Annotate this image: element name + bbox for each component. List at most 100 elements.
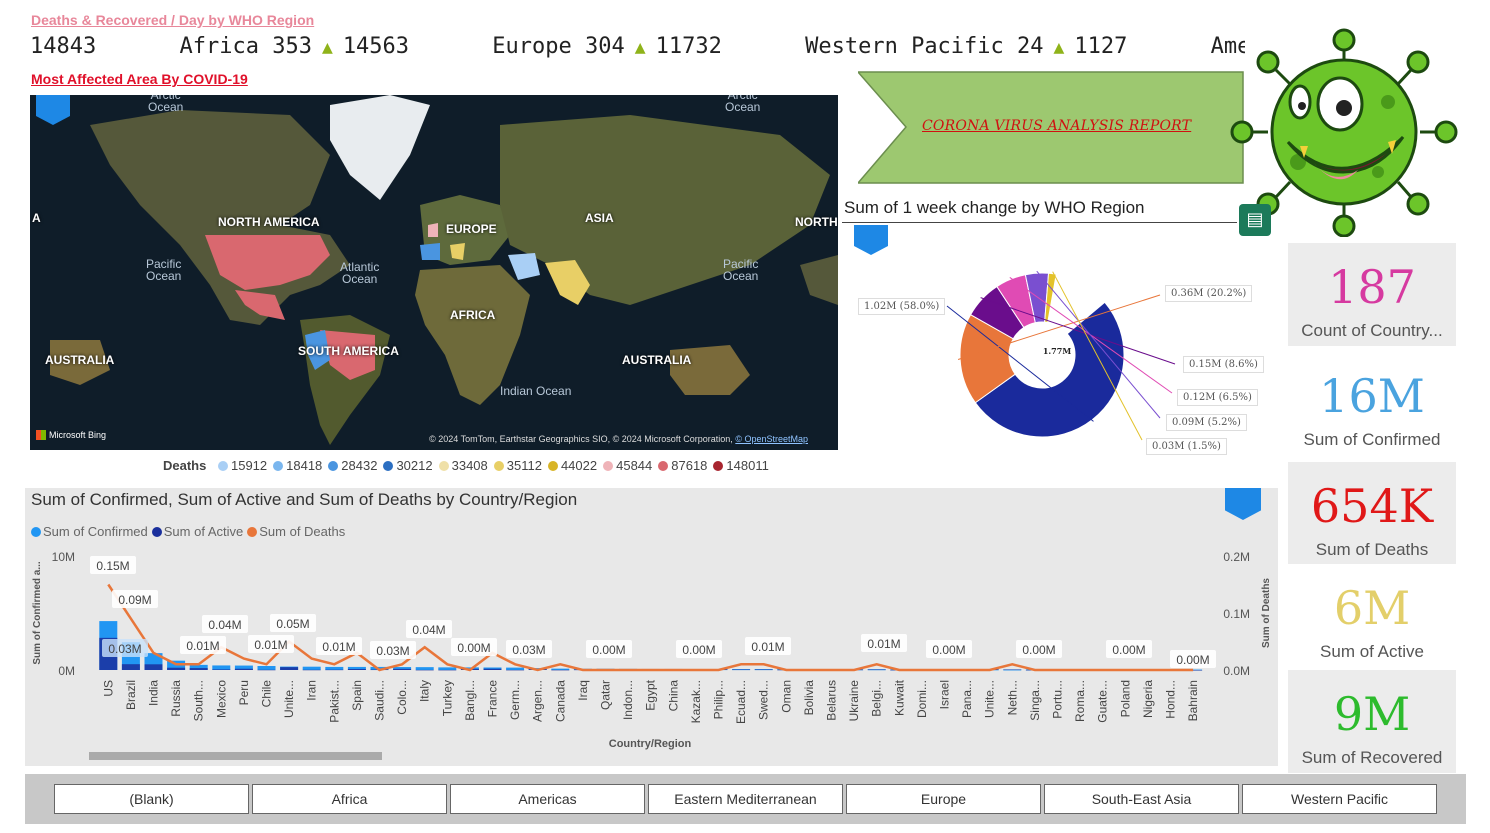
data-label: 0.00M — [932, 643, 965, 657]
legend-item[interactable]: 18418 — [273, 458, 322, 473]
x-tick-label: Turkey — [440, 680, 454, 716]
x-tick-label: Ecuad... — [734, 680, 748, 724]
combo-legend-item[interactable]: Sum of Deaths — [247, 524, 345, 539]
bar-active[interactable] — [167, 667, 186, 670]
bar-active[interactable] — [280, 667, 299, 670]
x-tick-label: Kuwait — [892, 679, 906, 716]
legend-item[interactable]: 45844 — [603, 458, 652, 473]
bar-active[interactable] — [212, 669, 231, 670]
data-label: 0.05M — [276, 617, 309, 631]
bar-active[interactable] — [302, 669, 321, 671]
data-label-box — [1016, 640, 1062, 658]
combo-legend-item[interactable]: Sum of Confirmed — [31, 524, 148, 539]
world-map[interactable]: NORTH AMERICA EUROPE ASIA AFRICA SOUTH A… — [30, 95, 838, 450]
bar-confirmed[interactable] — [551, 668, 570, 670]
donut-slice[interactable] — [1044, 272, 1057, 324]
bar-active[interactable] — [234, 668, 253, 670]
bar-confirmed[interactable] — [393, 667, 412, 670]
slicer-button-south-east-asia[interactable]: South-East Asia — [1044, 784, 1239, 814]
donut-data-label: 0.03M (1.5%) — [1146, 438, 1227, 455]
slicer-button-europe[interactable]: Europe — [846, 784, 1041, 814]
x-tick-label: Bahrain — [1186, 680, 1200, 721]
legend-swatch — [383, 461, 394, 471]
legend-swatch — [217, 461, 228, 471]
focus-mode-icon[interactable]: ▤ — [1239, 204, 1271, 236]
slicer-button-blank[interactable]: (Blank) — [54, 784, 249, 814]
bar-active[interactable] — [732, 669, 751, 671]
bar-active[interactable] — [506, 669, 525, 671]
data-label-box — [745, 637, 791, 655]
bar-active[interactable] — [144, 664, 163, 670]
data-label-box — [370, 641, 416, 659]
bar-active[interactable] — [867, 669, 886, 671]
legend-item[interactable]: 28432 — [328, 458, 377, 473]
data-label-box — [506, 640, 552, 658]
combo-legend-item[interactable]: Sum of Active — [151, 524, 243, 539]
legend-item[interactable]: 33408 — [438, 458, 488, 473]
openstreetmap-link[interactable]: © OpenStreetMap — [735, 434, 808, 444]
bar-confirmed[interactable] — [212, 665, 231, 670]
bar-confirmed[interactable] — [189, 664, 208, 670]
slicer-button-western-pacific[interactable]: Western Pacific — [1242, 784, 1437, 814]
bar-active[interactable] — [257, 669, 276, 671]
ticker-segment: 14843 — [30, 34, 97, 59]
x-tick-label: Colo... — [395, 680, 409, 715]
kpi-label: Sum of Active — [1320, 642, 1424, 661]
bar-active[interactable] — [121, 664, 140, 670]
bar-confirmed[interactable] — [257, 666, 276, 670]
legend-item[interactable]: 35112 — [493, 458, 542, 473]
bar-confirmed[interactable] — [234, 665, 253, 670]
kpi-card-confirmed: 16M Sum of Confirmed — [1288, 352, 1456, 455]
legend-item[interactable]: 30212 — [383, 458, 433, 473]
up-arrow-icon: ▲ — [1053, 37, 1065, 58]
bar-active[interactable] — [189, 668, 208, 670]
area-title[interactable]: Most Affected Area By COVID-19 — [31, 71, 248, 87]
bar-confirmed[interactable] — [483, 667, 502, 670]
bar-active[interactable] — [483, 668, 502, 670]
bar-confirmed[interactable] — [347, 666, 366, 670]
legend-item[interactable]: 44022 — [547, 458, 597, 473]
legend-item[interactable]: 87618 — [658, 458, 707, 473]
brazil-region — [320, 330, 375, 380]
bar-active[interactable] — [551, 669, 570, 671]
data-label: 0.01M — [186, 639, 219, 653]
slicer-button-africa[interactable]: Africa — [252, 784, 447, 814]
legend-swatch — [438, 461, 449, 471]
bar-active[interactable] — [415, 669, 434, 671]
horizontal-scrollbar[interactable] — [89, 752, 382, 760]
x-tick-label: Philip... — [712, 680, 726, 719]
x-tick-label: Canada — [553, 680, 567, 722]
bar-active[interactable] — [1003, 669, 1022, 671]
legend-label: 35112 — [506, 458, 542, 473]
bar-active[interactable] — [393, 668, 412, 670]
legend-item[interactable]: 15912 — [217, 458, 267, 473]
donut-slice[interactable] — [959, 313, 1016, 404]
x-tick-label: Spain — [350, 680, 364, 711]
bar-active[interactable] — [438, 669, 457, 671]
bar-active[interactable] — [347, 668, 366, 670]
slicer-button-americas[interactable]: Americas — [450, 784, 645, 814]
x-tick-label: Brazil — [124, 680, 138, 710]
continent-label: AUSTRALIA — [622, 353, 692, 367]
legend-label: 18418 — [286, 458, 323, 473]
data-label-box — [676, 640, 722, 658]
ticker-segment: Europe 304 ▲ 11732 — [492, 34, 722, 59]
bar-confirmed[interactable] — [438, 667, 457, 670]
bar-confirmed[interactable] — [415, 667, 434, 670]
bar-confirmed[interactable] — [506, 667, 525, 670]
bar-active[interactable] — [754, 669, 773, 671]
bar-confirmed[interactable] — [325, 666, 344, 670]
bar-active[interactable] — [325, 669, 344, 671]
ticker-segment: Western Pacific 24 ▲ 1127 — [805, 34, 1128, 59]
x-tick-label: Swed... — [757, 680, 771, 720]
bar-confirmed[interactable] — [302, 666, 321, 670]
ticker-title[interactable]: Deaths & Recovered / Day by WHO Region — [31, 12, 315, 28]
slicer-button-eastern-mediterranean[interactable]: Eastern Mediterranean — [648, 784, 843, 814]
x-tick-label: France — [486, 680, 500, 718]
data-label: 0.09M — [118, 593, 151, 607]
combo-chart[interactable]: 10M 0M 0.2M 0.1M 0.0M Sum of Confirmed a... Su… — [25, 488, 1278, 766]
legend-item[interactable]: 148011 — [713, 458, 769, 473]
up-arrow-icon: ▲ — [634, 37, 646, 58]
donut-chart[interactable]: 1.77M — [842, 240, 1282, 470]
legend-swatch — [603, 461, 614, 471]
